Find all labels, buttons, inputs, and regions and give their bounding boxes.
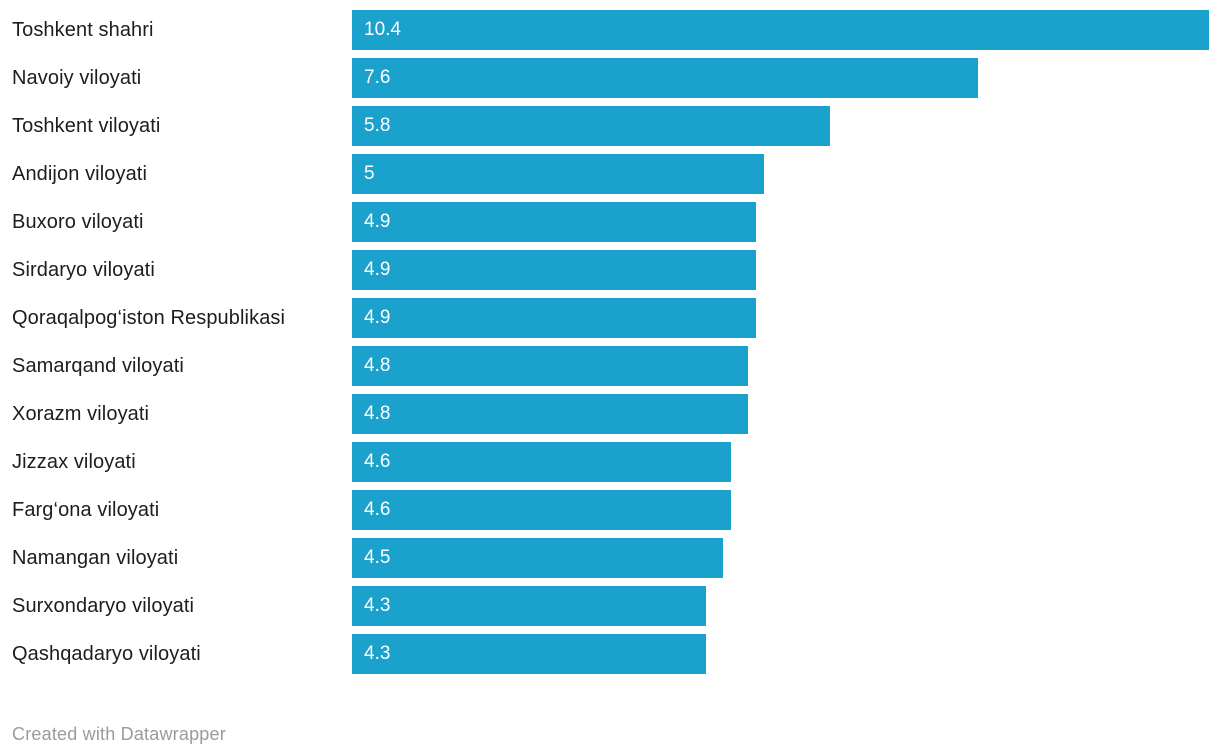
category-label-column: Samarqand viloyati xyxy=(0,346,352,386)
bar[interactable]: 4.3 xyxy=(352,586,707,626)
bar-area: 4.9 xyxy=(352,250,1220,290)
chart-row: Xorazm viloyati 4.8 xyxy=(0,394,1220,442)
category-label: Toshkent viloyati xyxy=(12,115,161,137)
category-label: Buxoro viloyati xyxy=(12,211,144,233)
category-label-column: Sirdaryo viloyati xyxy=(0,250,352,290)
chart-row: Andijon viloyati 5 xyxy=(0,154,1220,202)
value-label: 10.4 xyxy=(364,19,401,40)
bar-area: 4.9 xyxy=(352,202,1220,242)
chart-row: Surxondaryo viloyati 4.3 xyxy=(0,586,1220,634)
bar-area: 4.6 xyxy=(352,490,1220,530)
category-label: Navoiy viloyati xyxy=(12,67,142,89)
bar-area: 4.6 xyxy=(352,442,1220,482)
category-label-column: Jizzax viloyati xyxy=(0,442,352,482)
chart-row: Toshkent shahri 10.4 xyxy=(0,10,1220,58)
bar-area: 10.4 xyxy=(352,10,1220,50)
bar[interactable]: 4.9 xyxy=(352,298,756,338)
value-label: 4.9 xyxy=(364,259,391,280)
category-label-column: Buxoro viloyati xyxy=(0,202,352,242)
bar[interactable]: 10.4 xyxy=(352,10,1209,50)
category-label: Xorazm viloyati xyxy=(12,403,150,425)
chart-rows: Toshkent shahri 10.4 Navoiy viloyati 7.6 Tos… xyxy=(0,10,1220,682)
value-label: 4.9 xyxy=(364,307,391,328)
bar-area: 5 xyxy=(352,154,1220,194)
bar[interactable]: 5.8 xyxy=(352,106,830,146)
bar[interactable]: 4.5 xyxy=(352,538,723,578)
category-label: Qoraqalpog‘iston Respublikasi xyxy=(12,307,286,329)
category-label-column: Qashqadaryo viloyati xyxy=(0,634,352,674)
category-label-column: Andijon viloyati xyxy=(0,154,352,194)
category-label: Toshkent shahri xyxy=(12,19,154,41)
category-label: Sirdaryo viloyati xyxy=(12,259,155,281)
value-label: 4.8 xyxy=(364,355,391,376)
category-label-column: Namangan viloyati xyxy=(0,538,352,578)
datawrapper-attribution-link[interactable]: Created with Datawrapper xyxy=(12,724,226,744)
category-label: Jizzax viloyati xyxy=(12,451,136,473)
category-label: Surxondaryo viloyati xyxy=(12,595,195,617)
bar[interactable]: 4.6 xyxy=(352,490,732,530)
category-label-column: Farg‘ona viloyati xyxy=(0,490,352,530)
chart-row: Qoraqalpog‘iston Respublikasi 4.9 xyxy=(0,298,1220,346)
category-label-column: Navoiy viloyati xyxy=(0,58,352,98)
category-label-column: Qoraqalpog‘iston Respublikasi xyxy=(0,298,352,338)
chart-row: Namangan viloyati 4.5 xyxy=(0,538,1220,586)
chart-row: Sirdaryo viloyati 4.9 xyxy=(0,250,1220,298)
bar-area: 4.3 xyxy=(352,586,1220,626)
bar[interactable]: 5 xyxy=(352,154,765,194)
chart-row: Jizzax viloyati 4.6 xyxy=(0,442,1220,490)
category-label-column: Surxondaryo viloyati xyxy=(0,586,352,626)
category-label: Farg‘ona viloyati xyxy=(12,499,160,521)
value-label: 5.8 xyxy=(364,115,391,136)
value-label: 4.3 xyxy=(364,595,391,616)
bar[interactable]: 4.8 xyxy=(352,394,748,434)
value-label: 4.5 xyxy=(364,547,391,568)
chart-row: Buxoro viloyati 4.9 xyxy=(0,202,1220,250)
chart-row: Qashqadaryo viloyati 4.3 xyxy=(0,634,1220,682)
category-label: Samarqand viloyati xyxy=(12,355,184,377)
bar-area: 4.8 xyxy=(352,346,1220,386)
bar[interactable]: 7.6 xyxy=(352,58,979,98)
bar[interactable]: 4.3 xyxy=(352,634,707,674)
bar-area: 5.8 xyxy=(352,106,1220,146)
bar[interactable]: 4.8 xyxy=(352,346,748,386)
category-label: Andijon viloyati xyxy=(12,163,148,185)
chart-row: Farg‘ona viloyati 4.6 xyxy=(0,490,1220,538)
bar[interactable]: 4.9 xyxy=(352,250,756,290)
bar-area: 4.3 xyxy=(352,634,1220,674)
category-label-column: Xorazm viloyati xyxy=(0,394,352,434)
chart-row: Toshkent viloyati 5.8 xyxy=(0,106,1220,154)
bar-chart: Toshkent shahri 10.4 Navoiy viloyati 7.6 Tos… xyxy=(0,10,1220,682)
bar[interactable]: 4.9 xyxy=(352,202,756,242)
value-label: 4.3 xyxy=(364,643,391,664)
value-label: 4.8 xyxy=(364,403,391,424)
category-label: Namangan viloyati xyxy=(12,547,179,569)
category-label-column: Toshkent viloyati xyxy=(0,106,352,146)
value-label: 4.6 xyxy=(364,451,391,472)
category-label: Qashqadaryo viloyati xyxy=(12,643,201,665)
bar-area: 4.9 xyxy=(352,298,1220,338)
bar-area: 4.5 xyxy=(352,538,1220,578)
value-label: 5 xyxy=(364,163,375,184)
chart-row: Samarqand viloyati 4.8 xyxy=(0,346,1220,394)
value-label: 4.9 xyxy=(364,211,391,232)
bar-area: 4.8 xyxy=(352,394,1220,434)
bar-area: 7.6 xyxy=(352,58,1220,98)
value-label: 7.6 xyxy=(364,67,391,88)
value-label: 4.6 xyxy=(364,499,391,520)
bar[interactable]: 4.6 xyxy=(352,442,732,482)
chart-row: Navoiy viloyati 7.6 xyxy=(0,58,1220,106)
category-label-column: Toshkent shahri xyxy=(0,10,352,50)
